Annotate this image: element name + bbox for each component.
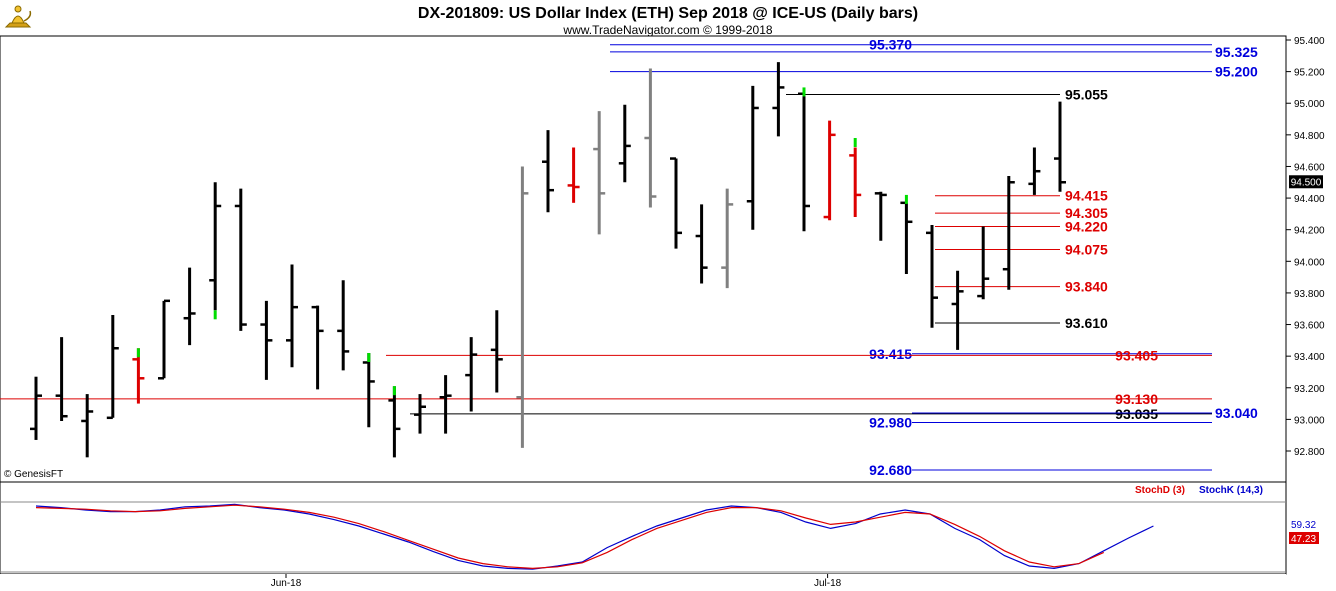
last-price-box: 94.500	[1289, 175, 1323, 189]
ohlc-bar	[772, 62, 785, 137]
ohlc-bar	[1054, 101, 1066, 192]
ohlc-bar	[337, 280, 350, 371]
ohlc-bar	[874, 191, 887, 241]
genie-lamp-icon	[4, 5, 32, 28]
ohlc-bar	[132, 348, 145, 404]
y-tick-label: 93.200	[1294, 384, 1325, 395]
time-axis-labels: Jun-18 Jul-18	[271, 574, 842, 589]
ohlc-bar	[823, 120, 836, 221]
time-axis	[0, 574, 1286, 591]
level-label: 94.220	[1065, 219, 1108, 235]
y-tick-label: 93.000	[1294, 415, 1325, 426]
ohlc-bar	[30, 376, 42, 440]
stochastic-grid	[0, 501, 1286, 573]
ohlc-bar	[414, 394, 426, 434]
ohlc-bar	[951, 270, 964, 350]
ohlc-bar	[593, 111, 606, 235]
level-label: 95.055	[1065, 87, 1108, 103]
stoch-d-value-box: 47.23	[1289, 532, 1319, 545]
ohlc-bar	[234, 188, 247, 331]
chart-subtitle: www.TradeNavigator.com © 1999-2018	[562, 23, 772, 37]
ohlc-bar	[490, 310, 503, 393]
price-axis: 95.400 95.200 95.000 94.800 94.600 94.400 94.2…	[1286, 36, 1325, 458]
ohlc-bar	[388, 386, 401, 458]
ohlc-bar	[567, 147, 580, 203]
ohlc-bar	[542, 130, 554, 213]
level-label: 93.405	[1115, 347, 1158, 363]
stoch-d-value: 47.23	[1291, 534, 1316, 545]
ohlc-bar	[465, 337, 478, 412]
y-tick-label: 94.200	[1294, 226, 1325, 237]
y-tick-label: 95.000	[1294, 99, 1325, 110]
ohlc-bar	[183, 267, 196, 346]
stochastic-panel	[0, 481, 1287, 575]
level-label: 95.200	[1215, 64, 1258, 80]
legend-stochd: StochD (3)	[1135, 485, 1185, 496]
level-label: 93.415	[869, 346, 912, 362]
ohlc-bar	[362, 352, 375, 428]
ohlc-bar	[106, 315, 119, 420]
y-tick-label: 92.800	[1294, 447, 1325, 458]
ohlc-bar	[516, 166, 529, 448]
ohlc-bar	[618, 104, 631, 183]
price-bars	[30, 62, 1066, 458]
ohlc-bar	[977, 226, 990, 300]
level-label: 93.035	[1115, 406, 1158, 422]
ohlc-bar	[926, 224, 938, 328]
x-tick-label: Jun-18	[271, 578, 302, 589]
y-tick-label: 94.400	[1294, 194, 1325, 205]
level-label: 93.040	[1215, 405, 1258, 421]
ohlc-bar	[746, 85, 759, 230]
level-label: 92.680	[869, 462, 912, 478]
price-panel	[0, 35, 1287, 483]
y-tick-label: 93.400	[1294, 352, 1325, 363]
copyright-label: © GenesisFT	[4, 469, 63, 480]
y-tick-label: 93.800	[1294, 289, 1325, 300]
ohlc-bar	[439, 375, 452, 434]
level-label: 95.325	[1215, 44, 1258, 60]
level-label: 94.305	[1065, 205, 1108, 221]
stoch-series-line	[35, 504, 1105, 570]
y-tick-label: 93.600	[1294, 321, 1325, 332]
stochastic-lines	[35, 503, 1154, 570]
chart-title: DX-201809: US Dollar Index (ETH) Sep 201…	[418, 5, 918, 22]
stoch-k-value-box: 59.32	[1289, 518, 1319, 531]
ohlc-bar	[260, 300, 273, 380]
level-label: 93.130	[1115, 391, 1158, 407]
y-tick-label: 95.400	[1294, 36, 1325, 47]
ohlc-bar	[1002, 175, 1015, 290]
ohlc-bar	[1028, 147, 1041, 195]
y-tick-label: 94.000	[1294, 257, 1325, 268]
last-price-label: 94.500	[1291, 177, 1322, 188]
level-label: 93.840	[1065, 279, 1108, 295]
level-label: 92.980	[869, 415, 912, 431]
ohlc-bar	[644, 68, 657, 208]
legend-stochk: StochK (14,3)	[1199, 485, 1263, 496]
ohlc-bar	[209, 182, 222, 311]
x-tick-label: Jul-18	[814, 578, 842, 589]
level-label: 93.610	[1065, 315, 1108, 331]
level-lines: 95.370 95.325 95.200 95.055 94.41594.30594.2…	[0, 37, 1258, 478]
ohlc-bar	[670, 157, 682, 249]
level-label: 95.370	[869, 37, 912, 53]
ohlc-bar	[286, 264, 298, 368]
level-label: 94.075	[1065, 241, 1108, 257]
ohlc-bar	[311, 305, 324, 390]
ohlc-bar	[55, 337, 68, 421]
ohlc-bar	[158, 299, 170, 380]
level-label: 94.415	[1065, 188, 1108, 204]
ohlc-bar	[695, 204, 708, 284]
ohlc-bar	[849, 147, 862, 218]
y-tick-label: 95.200	[1294, 68, 1325, 79]
stoch-series-line	[35, 503, 1154, 570]
stoch-k-value: 59.32	[1291, 520, 1316, 531]
y-tick-label: 94.600	[1294, 162, 1325, 173]
ohlc-bar	[81, 394, 94, 458]
ohlc-bar	[721, 188, 734, 289]
y-tick-label: 94.800	[1294, 131, 1325, 142]
